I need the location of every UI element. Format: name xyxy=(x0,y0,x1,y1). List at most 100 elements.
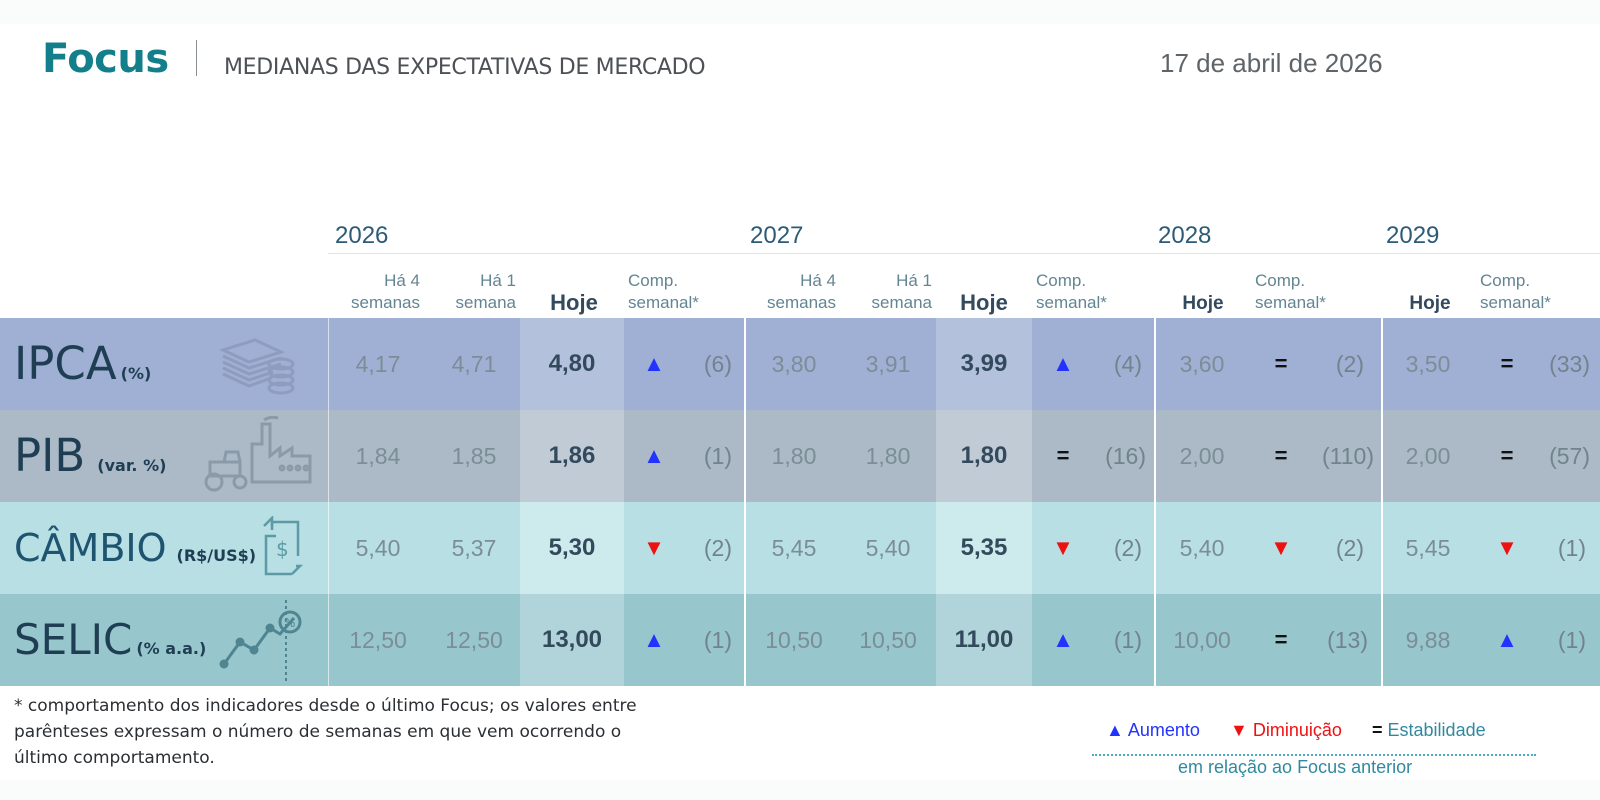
row-label-ipca: IPCA (%) xyxy=(14,337,152,390)
equal-icon: = xyxy=(1274,627,1288,652)
value-ha1-2027: 1,80 xyxy=(865,443,911,469)
value-ha4-2026: 4,17 xyxy=(355,351,401,377)
equal-icon: = xyxy=(1056,443,1070,468)
weeks-count-2026: (6) xyxy=(703,351,732,377)
header-ha4-2027: Há 4 semanas xyxy=(767,271,836,312)
weeks-count-2026: (2) xyxy=(703,535,732,561)
header-hoje-2028: Hoje xyxy=(1182,293,1224,314)
arrow-down-icon: ▼ xyxy=(1270,535,1292,560)
value-hoje-2027: 3,99 xyxy=(960,350,1008,377)
cell-hoje-2026-ipca xyxy=(520,318,624,410)
weeks-count-2026: (1) xyxy=(703,627,732,653)
weeks-count-2026: (1) xyxy=(703,443,732,469)
svg-text:%: % xyxy=(284,616,295,630)
arrow-down-icon: ▼ xyxy=(643,535,665,560)
value-hoje-2029: 5,45 xyxy=(1405,535,1451,561)
value-ha1-2026: 1,85 xyxy=(451,443,497,469)
value-hoje-2029: 3,50 xyxy=(1405,351,1451,377)
cell-hoje-2026-pib xyxy=(520,410,624,502)
value-ha4-2026: 5,40 xyxy=(355,535,401,561)
weeks-count-2029: (33) xyxy=(1549,351,1590,377)
arrow-up-icon: ▲ xyxy=(1496,627,1518,652)
table-row-cambio: CÂMBIO (R$/US$) $ 5,40 5,37 5,30 ▼ (2) 5,… xyxy=(0,502,1600,594)
trend-percent-icon: % xyxy=(219,600,302,684)
arrow-up-icon: ▲ xyxy=(643,443,665,468)
legend-reference: em relação ao Focus anterior xyxy=(1178,757,1413,777)
legend-divider xyxy=(1092,754,1536,756)
value-ha4-2026: 12,50 xyxy=(349,627,407,653)
svg-text:$: $ xyxy=(276,537,289,561)
value-ha4-2027: 1,80 xyxy=(771,443,817,469)
weeks-count-2027: (16) xyxy=(1105,443,1146,469)
arrow-up-icon: ▲ xyxy=(1052,351,1074,376)
value-hoje-2028: 2,00 xyxy=(1179,443,1225,469)
value-hoje-2026: 13,00 xyxy=(541,626,603,653)
year-divider xyxy=(328,253,1600,254)
weeks-count-2029: (1) xyxy=(1557,627,1586,653)
value-hoje-2029: 2,00 xyxy=(1405,443,1451,469)
header-ha4-2026: Há 4 semanas xyxy=(351,271,420,312)
header-hoje-2029: Hoje xyxy=(1409,293,1451,314)
value-ha1-2027: 5,40 xyxy=(865,535,911,561)
column-divider xyxy=(328,318,329,686)
column-divider xyxy=(744,318,746,686)
coins-icon xyxy=(218,338,295,395)
cell-hoje-2026-selic xyxy=(520,594,624,686)
value-ha1-2027: 3,91 xyxy=(865,351,911,377)
value-hoje-2028: 10,00 xyxy=(1173,627,1231,653)
row-label-pib: PIB (var. %) xyxy=(14,429,167,482)
arrow-down-icon: ▼ xyxy=(1052,535,1074,560)
value-hoje-2028: 5,40 xyxy=(1179,535,1225,561)
report-date: 17 de abril de 2026 xyxy=(1160,48,1383,78)
value-hoje-2026: 4,80 xyxy=(548,350,596,377)
report-subtitle: MEDIANAS DAS EXPECTATIVAS DE MERCADO xyxy=(224,55,706,80)
header-hoje-2027: Hoje xyxy=(960,290,1008,315)
value-ha1-2026: 5,37 xyxy=(451,535,497,561)
weeks-count-2028: (13) xyxy=(1327,627,1368,653)
arrow-up-icon: ▲ xyxy=(643,627,665,652)
value-ha4-2027: 3,80 xyxy=(771,351,817,377)
cell-hoje-2027-pib xyxy=(936,410,1032,502)
weeks-count-2028: (2) xyxy=(1335,535,1364,561)
legend-increase: ▲ Aumento xyxy=(1106,720,1200,740)
arrow-down-icon: ▼ xyxy=(1496,535,1518,560)
cell-hoje-2027-cambio xyxy=(936,502,1032,594)
year-2027: 2027 xyxy=(750,222,804,249)
table-row-pib: PIB (var. %) 1,84 1,85 1,86 ▲ (1) 1,80 1,… xyxy=(0,410,1600,502)
value-hoje-2027: 1,80 xyxy=(960,442,1008,469)
header-hoje-2026: Hoje xyxy=(550,290,598,315)
value-ha1-2026: 4,71 xyxy=(451,351,497,377)
equal-icon: = xyxy=(1500,443,1514,468)
equal-icon: = xyxy=(1372,720,1383,740)
value-hoje-2029: 9,88 xyxy=(1405,627,1451,653)
header-comp-2027: Comp. semanal* xyxy=(1036,271,1107,312)
footnote: * comportamento dos indicadores desde o … xyxy=(14,696,637,768)
weeks-count-2029: (57) xyxy=(1549,443,1590,469)
cell-hoje-2027-selic xyxy=(936,594,1032,686)
arrow-up-icon: ▲ xyxy=(1106,720,1124,740)
value-ha4-2027: 5,45 xyxy=(771,535,817,561)
row-label-cambio: CÂMBIO (R$/US$) xyxy=(14,526,257,570)
year-2028: 2028 xyxy=(1158,222,1212,249)
factory-tractor-icon xyxy=(204,416,312,492)
legend-stable: = Estabilidade xyxy=(1372,720,1486,740)
weeks-count-2027: (2) xyxy=(1113,535,1142,561)
column-divider xyxy=(1154,318,1156,686)
header-ha1-2026: Há 1 semana xyxy=(455,271,516,312)
header-comp-2029: Comp. semanal* xyxy=(1480,271,1551,312)
cell-hoje-2027-ipca xyxy=(936,318,1032,410)
table-row-selic: SELIC (% a.a.) % 12,50 12,50 13,00 ▲ (1) … xyxy=(0,594,1600,686)
weeks-count-2029: (1) xyxy=(1557,535,1586,561)
value-ha4-2027: 10,50 xyxy=(765,627,823,653)
equal-icon: = xyxy=(1274,443,1288,468)
header-ha1-2027: Há 1 semana xyxy=(871,271,932,312)
value-ha1-2026: 12,50 xyxy=(445,627,503,653)
arrow-up-icon: ▲ xyxy=(643,351,665,376)
year-2026: 2026 xyxy=(335,222,389,249)
value-hoje-2026: 1,86 xyxy=(548,442,596,469)
value-ha1-2027: 10,50 xyxy=(859,627,917,653)
table-row-ipca: IPCA (%) 4,17 4,71 4,80 ▲ (6) 3,80 3,91 3… xyxy=(0,318,1600,410)
weeks-count-2027: (1) xyxy=(1113,627,1142,653)
exchange-icon: $ xyxy=(263,516,304,576)
value-hoje-2028: 3,60 xyxy=(1179,351,1225,377)
